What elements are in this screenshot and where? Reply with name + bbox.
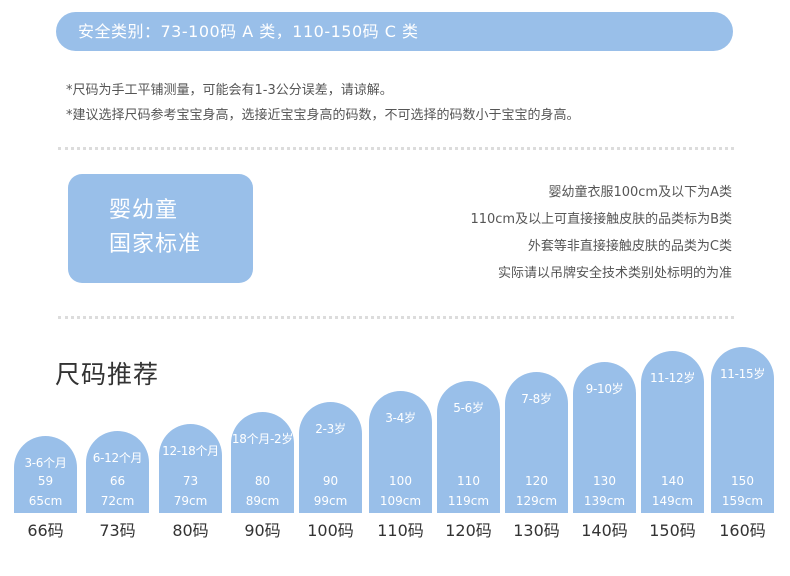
age-range-label: 2-3岁 (315, 422, 346, 436)
standard-badge-line: 国家标准 (109, 232, 202, 257)
garment-number: 110 (457, 474, 480, 488)
age-range-label: 9-10岁 (585, 382, 624, 396)
size-label: 160码 (719, 521, 766, 540)
size-label: 66码 (27, 521, 64, 540)
size-column: 12-18个月 73 79cm (159, 424, 222, 513)
size-column: 3-6个月 59 65cm (14, 436, 77, 513)
divider (58, 316, 734, 319)
divider (58, 147, 734, 150)
child-height-label: 119cm (447, 494, 490, 508)
size-label: 90码 (244, 521, 281, 540)
age-range-label: 18个月-2岁 (231, 432, 294, 446)
child-height-label: 159cm (721, 494, 764, 508)
garment-number: 130 (593, 474, 616, 488)
standard-line: 外套等非直接接触皮肤的品类为C类 (527, 239, 732, 254)
child-height-label: 149cm (651, 494, 694, 508)
size-column: 6-12个月 66 72cm (86, 431, 149, 513)
child-height-label: 129cm (515, 494, 558, 508)
age-range-label: 3-6个月 (24, 456, 67, 470)
note-measurement: *尺码为手工平铺测量，可能会有1-3公分误差，请谅解。 (66, 83, 393, 98)
size-label: 73码 (99, 521, 136, 540)
age-range-label: 11-15岁 (719, 367, 766, 381)
size-column: 9-10岁 130 139cm (573, 362, 636, 513)
child-height-label: 79cm (173, 494, 208, 508)
size-column: 7-8岁 120 129cm (505, 372, 568, 513)
age-range-label: 3-4岁 (385, 411, 416, 425)
standard-badge-line: 婴幼童 (109, 198, 179, 223)
child-height-label: 72cm (100, 494, 135, 508)
garment-number: 80 (254, 474, 271, 488)
size-column: 2-3岁 90 99cm (299, 402, 362, 513)
size-label: 120码 (445, 521, 492, 540)
banner-text: 安全类别：73-100码 A 类，110-150码 C 类 (78, 22, 419, 41)
size-label: 130码 (513, 521, 560, 540)
age-range-label: 7-8岁 (521, 392, 552, 406)
standard-line: 实际请以吊牌安全技术类别处标明的为准 (497, 266, 732, 281)
size-label: 110码 (377, 521, 424, 540)
garment-number: 150 (731, 474, 754, 488)
child-height-label: 89cm (245, 494, 280, 508)
standard-line: 婴幼童衣服100cm及以下为A类 (548, 185, 732, 200)
garment-number: 140 (661, 474, 684, 488)
age-range-label: 6-12个月 (92, 451, 143, 465)
size-column: 11-12岁 140 149cm (641, 351, 704, 513)
size-label: 80码 (172, 521, 209, 540)
garment-number: 120 (525, 474, 548, 488)
age-range-label: 12-18个月 (162, 444, 219, 458)
child-height-label: 139cm (583, 494, 626, 508)
child-height-label: 109cm (379, 494, 422, 508)
safety-category-banner: 安全类别：73-100码 A 类，110-150码 C 类 (56, 12, 733, 51)
size-label: 150码 (649, 521, 696, 540)
age-range-label: 5-6岁 (453, 401, 484, 415)
size-column: 5-6岁 110 119cm (437, 381, 500, 513)
garment-number: 59 (37, 474, 54, 488)
size-label: 100码 (307, 521, 354, 540)
size-column: 3-4岁 100 109cm (369, 391, 432, 513)
garment-number: 66 (109, 474, 126, 488)
garment-number: 100 (389, 474, 412, 488)
child-height-label: 65cm (28, 494, 63, 508)
garment-number: 73 (182, 474, 199, 488)
size-column: 18个月-2岁 80 89cm (231, 412, 294, 513)
child-height-label: 99cm (313, 494, 348, 508)
note-recommendation: *建议选择尺码参考宝宝身高，选接近宝宝身高的码数，不可选择的码数小于宝宝的身高。 (66, 108, 580, 123)
size-label: 140码 (581, 521, 628, 540)
age-range-label: 11-12岁 (649, 371, 696, 385)
standard-line: 110cm及以上可直接接触皮肤的品类标为B类 (470, 212, 732, 227)
section-title: 尺码推荐 (55, 360, 160, 389)
size-column: 11-15岁 150 159cm (711, 347, 774, 513)
standard-badge: 婴幼童 国家标准 (68, 174, 253, 283)
garment-number: 90 (322, 474, 339, 488)
